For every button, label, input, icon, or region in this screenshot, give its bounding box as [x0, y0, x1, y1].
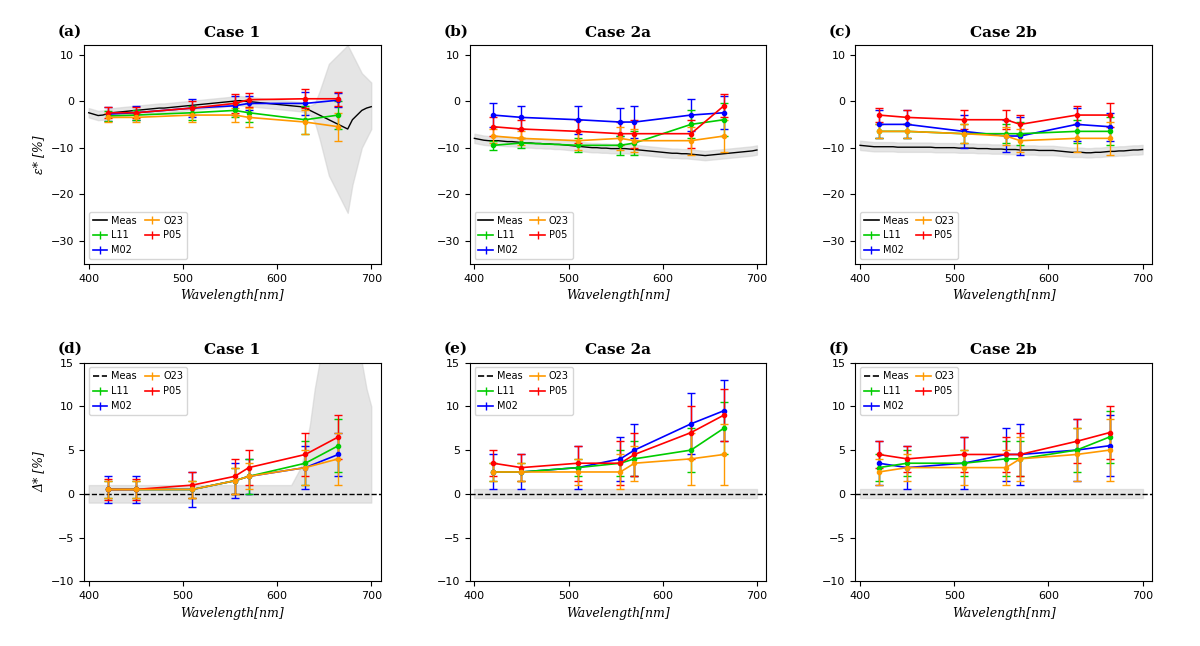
Title: Case 2b: Case 2b — [971, 26, 1037, 40]
Text: (e): (e) — [443, 342, 467, 356]
Legend: Meas, L11, M02, O23, P05: Meas, L11, M02, O23, P05 — [860, 368, 959, 415]
Text: (a): (a) — [58, 25, 82, 39]
Text: (b): (b) — [443, 25, 468, 39]
Y-axis label: Δ* [%]: Δ* [%] — [32, 452, 46, 492]
Legend: Meas, L11, M02, O23, P05: Meas, L11, M02, O23, P05 — [860, 212, 959, 259]
Title: Case 2a: Case 2a — [584, 26, 650, 40]
Title: Case 1: Case 1 — [204, 343, 260, 357]
Legend: Meas, L11, M02, O23, P05: Meas, L11, M02, O23, P05 — [89, 368, 187, 415]
X-axis label: Wavelength[nm]: Wavelength[nm] — [180, 607, 284, 620]
Legend: Meas, L11, M02, O23, P05: Meas, L11, M02, O23, P05 — [474, 368, 572, 415]
X-axis label: Wavelength[nm]: Wavelength[nm] — [566, 607, 670, 620]
Y-axis label: ε* [%]: ε* [%] — [32, 135, 46, 174]
Text: (d): (d) — [58, 342, 83, 356]
Title: Case 2b: Case 2b — [971, 343, 1037, 357]
X-axis label: Wavelength[nm]: Wavelength[nm] — [952, 607, 1056, 620]
X-axis label: Wavelength[nm]: Wavelength[nm] — [180, 289, 284, 302]
X-axis label: Wavelength[nm]: Wavelength[nm] — [952, 289, 1056, 302]
Title: Case 1: Case 1 — [204, 26, 260, 40]
Title: Case 2a: Case 2a — [584, 343, 650, 357]
Legend: Meas, L11, M02, O23, P05: Meas, L11, M02, O23, P05 — [89, 212, 187, 259]
Text: (c): (c) — [829, 25, 852, 39]
X-axis label: Wavelength[nm]: Wavelength[nm] — [566, 289, 670, 302]
Legend: Meas, L11, M02, O23, P05: Meas, L11, M02, O23, P05 — [474, 212, 572, 259]
Text: (f): (f) — [829, 342, 850, 356]
